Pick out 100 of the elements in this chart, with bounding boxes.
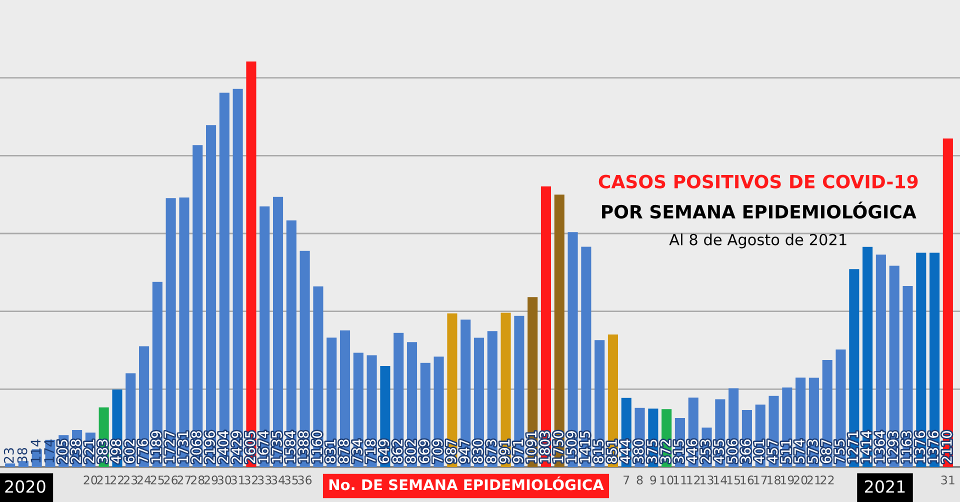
data-label: 375 (647, 440, 658, 463)
bar (942, 138, 953, 467)
bar (246, 61, 256, 467)
data-label: 114 (30, 439, 40, 462)
data-label: 315 (674, 440, 684, 463)
data-label: 1376 (914, 431, 925, 462)
x-tick-label: 24 (137, 476, 151, 484)
data-label: 573 (808, 440, 818, 463)
data-label: 457 (768, 440, 778, 464)
x-tick-label: 29 (204, 476, 218, 484)
x-tick-label: 16 (740, 476, 754, 484)
x-tick-label: 31 (941, 476, 954, 484)
x-tick-label: 36 (298, 476, 312, 484)
data-label: 444 (620, 439, 630, 464)
x-tick-label: 9 (650, 476, 656, 484)
x-tick-label: 22 (820, 476, 834, 484)
data-label: 734 (352, 439, 362, 463)
data-label: 1803 (540, 431, 550, 462)
x-tick-label: 21 (97, 476, 110, 484)
data-label: 878 (338, 440, 349, 463)
data-label: 971 (513, 440, 524, 464)
bar (219, 92, 230, 467)
data-label: 1364 (874, 431, 885, 462)
x-tick-label: 12 (687, 476, 700, 484)
data-label: 815 (593, 440, 604, 463)
data-label: 1735 (272, 431, 282, 462)
x-tick-label: 10 (660, 476, 674, 484)
data-label: 174 (44, 439, 54, 462)
data-label: 687 (821, 440, 832, 463)
data-label: 1388 (298, 431, 309, 462)
bar (18, 461, 28, 467)
x-tick-label: 35 (284, 476, 298, 484)
x-tick-label: 26 (164, 476, 178, 484)
data-label: 987 (446, 440, 456, 464)
bar (179, 198, 190, 467)
data-label: 991 (500, 440, 510, 464)
data-label: 23 (4, 448, 14, 463)
data-label: 831 (325, 440, 336, 463)
x-tick-label: 32 (244, 476, 258, 484)
data-label: 446 (687, 440, 698, 464)
text: POR SEMANA EPIDEMIOLÓGICA (602, 202, 916, 219)
data-label: 1727 (164, 431, 174, 462)
data-label: 802 (406, 440, 416, 463)
data-label: 253 (700, 440, 711, 463)
x-tick-label: 33 (258, 476, 272, 484)
data-label: 718 (366, 440, 376, 463)
data-label: 947 (459, 440, 470, 464)
data-label: 2068 (191, 431, 202, 463)
text: CASOS POSITIVOS DE COVID-19 (598, 174, 918, 188)
data-label: 1160 (312, 431, 322, 462)
data-label: 238 (70, 440, 81, 463)
data-label: 221 (84, 440, 94, 463)
x-tick-label: 17 (754, 476, 767, 484)
x-tick-label: 13 (700, 476, 714, 484)
x-tick-label: 14 (714, 476, 728, 484)
data-label: 506 (727, 440, 738, 463)
data-label: 1271 (848, 432, 858, 462)
data-label: 1750 (553, 431, 564, 462)
data-label: 1731 (178, 432, 188, 462)
data-label: 498 (111, 440, 122, 464)
data-label: 511 (781, 440, 791, 463)
data-label: 1509 (566, 431, 577, 462)
data-label: 1091 (526, 432, 536, 462)
data-label: 830 (472, 440, 483, 463)
x-tick-label: 15 (727, 476, 740, 484)
data-label: 1376 (928, 431, 938, 462)
data-label: 2605 (245, 431, 256, 463)
x-tick-label: 7 (624, 476, 630, 484)
data-label: 1584 (285, 431, 296, 462)
data-label: 873 (486, 440, 496, 463)
data-label: 383 (98, 440, 108, 463)
x-tick-label: 20 (794, 476, 808, 484)
data-label: 435 (714, 440, 724, 464)
data-label: 1293 (888, 431, 898, 462)
x-tick-label: 27 (178, 476, 191, 484)
data-label: 2404 (218, 431, 228, 463)
x-tick-label: 31 (231, 476, 244, 484)
data-label: 2110 (942, 431, 952, 463)
data-label: 1674 (258, 431, 268, 462)
data-label: 669 (419, 440, 430, 463)
data-label: 380 (634, 440, 644, 463)
data-label: 1415 (580, 431, 590, 462)
x-axis-title: No. DE SEMANA EPIDEMIOLÓGICA (329, 476, 604, 490)
bar (206, 125, 216, 467)
x-tick-label: 34 (271, 476, 285, 484)
bar (5, 463, 16, 467)
x-tick-label: 11 (674, 476, 686, 484)
x-tick-label: 22 (110, 476, 124, 484)
data-label: 776 (138, 440, 148, 463)
data-label: 851 (606, 440, 617, 463)
annotation: Al 8 de Agosto de 2021 (669, 234, 846, 248)
data-label: 649 (379, 440, 390, 463)
data-label: 1163 (902, 431, 912, 462)
x-tick-label: 28 (190, 476, 204, 484)
x-tick-label: 18 (768, 476, 780, 484)
x-tick-label: 25 (150, 476, 164, 484)
x-tick-label: 21 (807, 476, 820, 484)
data-label: 709 (432, 440, 443, 463)
bar (232, 88, 243, 467)
bar (272, 196, 284, 467)
